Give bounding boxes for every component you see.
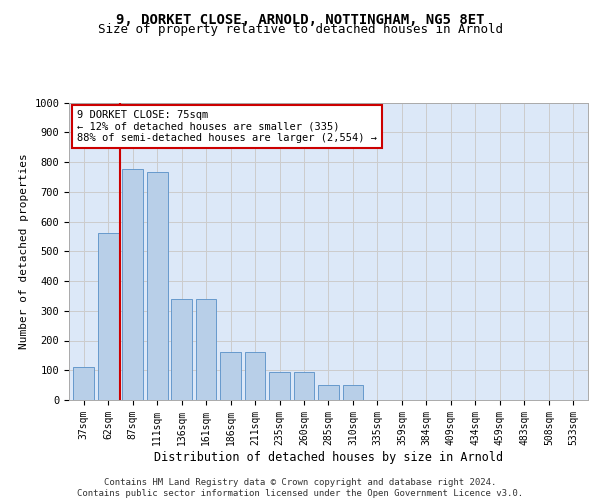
Bar bbox=[245, 352, 265, 400]
Bar bbox=[122, 170, 143, 400]
Bar bbox=[293, 372, 314, 400]
Bar bbox=[171, 299, 192, 400]
Bar bbox=[98, 234, 119, 400]
Bar bbox=[220, 352, 241, 400]
Bar bbox=[147, 172, 167, 400]
Bar bbox=[196, 299, 217, 400]
Text: 9 DORKET CLOSE: 75sqm
← 12% of detached houses are smaller (335)
88% of semi-det: 9 DORKET CLOSE: 75sqm ← 12% of detached … bbox=[77, 110, 377, 143]
Text: Contains HM Land Registry data © Crown copyright and database right 2024.
Contai: Contains HM Land Registry data © Crown c… bbox=[77, 478, 523, 498]
Bar bbox=[73, 368, 94, 400]
Text: Size of property relative to detached houses in Arnold: Size of property relative to detached ho… bbox=[97, 22, 503, 36]
Y-axis label: Number of detached properties: Number of detached properties bbox=[19, 154, 29, 349]
Bar bbox=[318, 385, 339, 400]
Bar bbox=[269, 372, 290, 400]
Bar bbox=[343, 385, 364, 400]
X-axis label: Distribution of detached houses by size in Arnold: Distribution of detached houses by size … bbox=[154, 450, 503, 464]
Text: 9, DORKET CLOSE, ARNOLD, NOTTINGHAM, NG5 8ET: 9, DORKET CLOSE, ARNOLD, NOTTINGHAM, NG5… bbox=[116, 12, 484, 26]
